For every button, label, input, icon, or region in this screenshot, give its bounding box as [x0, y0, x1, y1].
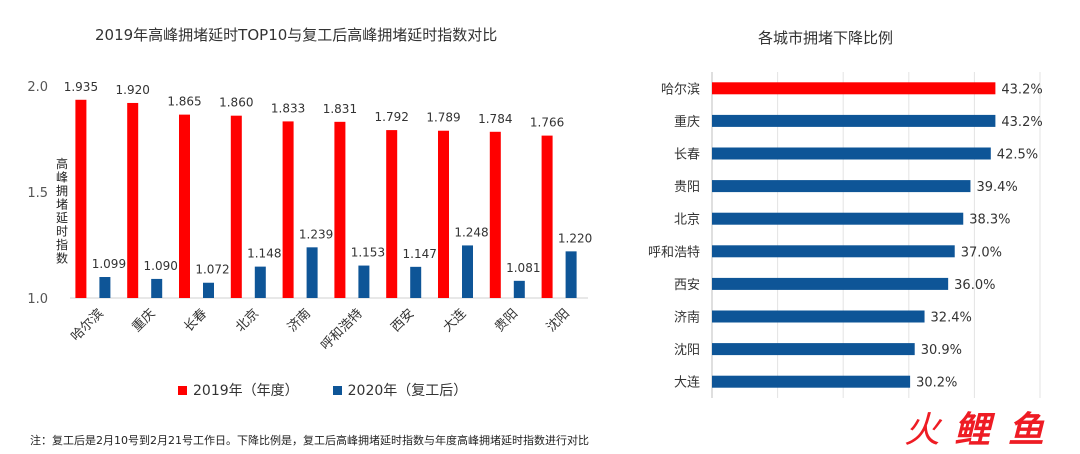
data-label-2020: 1.248: [454, 225, 488, 239]
right-chart: 哈尔滨 43.2% 重庆 43.2% 长春 42.5% 贵阳 39.4% 北京 38.3% 呼和浩特…: [648, 72, 1043, 398]
data-label-2020: 1.220: [558, 231, 592, 245]
data-label-2019: 1.833: [271, 101, 305, 115]
value-label: 37.0%: [961, 245, 1002, 260]
bar-2019-9: [541, 135, 553, 298]
bar-2019-2: [179, 114, 190, 299]
bar-2020-6: [410, 266, 422, 298]
category-label: 济南: [674, 310, 700, 326]
category-label: 长春: [674, 148, 700, 163]
category-label: 重庆: [674, 114, 700, 130]
data-label-2020: 1.239: [299, 227, 333, 241]
bar-2019-8: [489, 131, 501, 298]
legend: 2019年（年度） 2020年（复工后）: [178, 380, 467, 400]
watermark-char-3: 鱼: [1008, 410, 1045, 450]
y-axis-label: 高峰拥堵延时指数: [56, 156, 68, 266]
legend-swatch-2020: [332, 385, 342, 395]
data-label-2020: 1.090: [144, 259, 178, 273]
category-label: 沈阳: [674, 343, 700, 358]
hbar-9: [712, 375, 911, 388]
legend-item-2019: 2019年（年度）: [178, 380, 299, 400]
hbar-3: [712, 180, 971, 193]
value-label: 32.4%: [931, 311, 972, 326]
left-chart: 1.01.52.0高峰拥堵延时指数1.9351.099哈尔滨1.9201.090…: [27, 80, 592, 354]
bar-2020-9: [565, 251, 577, 298]
bar-2019-7: [438, 130, 449, 298]
category-label: 西安: [674, 278, 700, 293]
data-label-2019: 1.766: [530, 116, 564, 130]
bar-2020-3: [254, 266, 266, 298]
category-label: 大连: [674, 375, 700, 391]
value-label: 43.2%: [1001, 82, 1042, 97]
bar-2019-3: [230, 115, 242, 299]
bar-2019-6: [386, 130, 398, 298]
legend-label-2020: 2020年（复工后）: [347, 383, 468, 399]
data-label-2019: 1.865: [167, 95, 201, 109]
y-tick-label: 1.5: [27, 186, 48, 201]
right-chart-title: 各城市拥堵下降比例: [758, 29, 894, 47]
category-label: 北京: [674, 213, 700, 228]
category-label: 哈尔滨: [661, 81, 700, 97]
data-label-2020: 1.153: [351, 246, 385, 260]
watermark-char-1: 火: [904, 410, 943, 450]
bar-2020-1: [151, 278, 163, 298]
value-label: 42.5%: [997, 148, 1038, 163]
hbar-6: [712, 277, 949, 290]
data-label-2019: 1.792: [375, 110, 409, 124]
bar-2019-1: [127, 102, 139, 299]
data-label-2020: 1.147: [403, 247, 437, 261]
data-label-2019: 1.860: [219, 96, 253, 110]
value-label: 30.9%: [921, 343, 962, 358]
legend-item-2020: 2020年（复工后）: [332, 380, 468, 400]
footnote: 注：复工后是2月10号到2月21号工作日。下降比例是，复工后高峰拥堵延时指数与年…: [30, 434, 589, 447]
data-label-2019: 1.831: [323, 102, 357, 116]
bar-2020-0: [99, 277, 111, 298]
data-label-2019: 1.784: [478, 112, 512, 126]
y-tick-label: 1.0: [27, 292, 48, 307]
bar-2019-4: [282, 121, 294, 299]
watermark-logo: 火 鲤 鱼: [904, 410, 1045, 450]
value-label: 38.3%: [969, 213, 1010, 228]
hbar-1: [712, 114, 996, 127]
hbar-0: [712, 82, 996, 95]
data-label-2019: 1.935: [64, 80, 98, 94]
bar-2020-8: [513, 280, 525, 298]
category-label: 贵阳: [674, 180, 700, 195]
data-label-2019: 1.920: [116, 83, 150, 97]
bar-2019-5: [334, 121, 346, 298]
left-chart-title: 2019年高峰拥堵延时TOP10与复工后高峰拥堵延时指数对比: [95, 26, 498, 44]
data-label-2020: 1.148: [247, 247, 281, 261]
data-label-2019: 1.789: [426, 111, 460, 125]
bar-2020-7: [462, 245, 473, 298]
hbar-5: [712, 245, 955, 258]
y-tick-label: 2.0: [27, 80, 48, 95]
hbar-2: [712, 147, 991, 160]
bar-2020-5: [358, 265, 370, 298]
hbar-7: [712, 310, 925, 323]
bar-2019-0: [75, 99, 87, 298]
hbar-4: [712, 212, 964, 225]
bar-2020-4: [306, 247, 318, 298]
value-label: 39.4%: [976, 180, 1017, 195]
legend-swatch-2019: [178, 385, 187, 395]
data-label-2020: 1.072: [195, 263, 229, 277]
value-label: 43.2%: [1001, 115, 1042, 130]
value-label: 36.0%: [954, 278, 995, 293]
legend-label-2019: 2019年（年度）: [193, 383, 299, 399]
bar-2020-2: [203, 282, 214, 298]
hbar-8: [712, 343, 915, 356]
category-label: 呼和浩特: [648, 245, 700, 260]
data-label-2020: 1.099: [92, 257, 126, 271]
data-label-2020: 1.081: [506, 261, 540, 275]
watermark-char-2: 鲤: [954, 410, 996, 450]
value-label: 30.2%: [916, 376, 957, 391]
